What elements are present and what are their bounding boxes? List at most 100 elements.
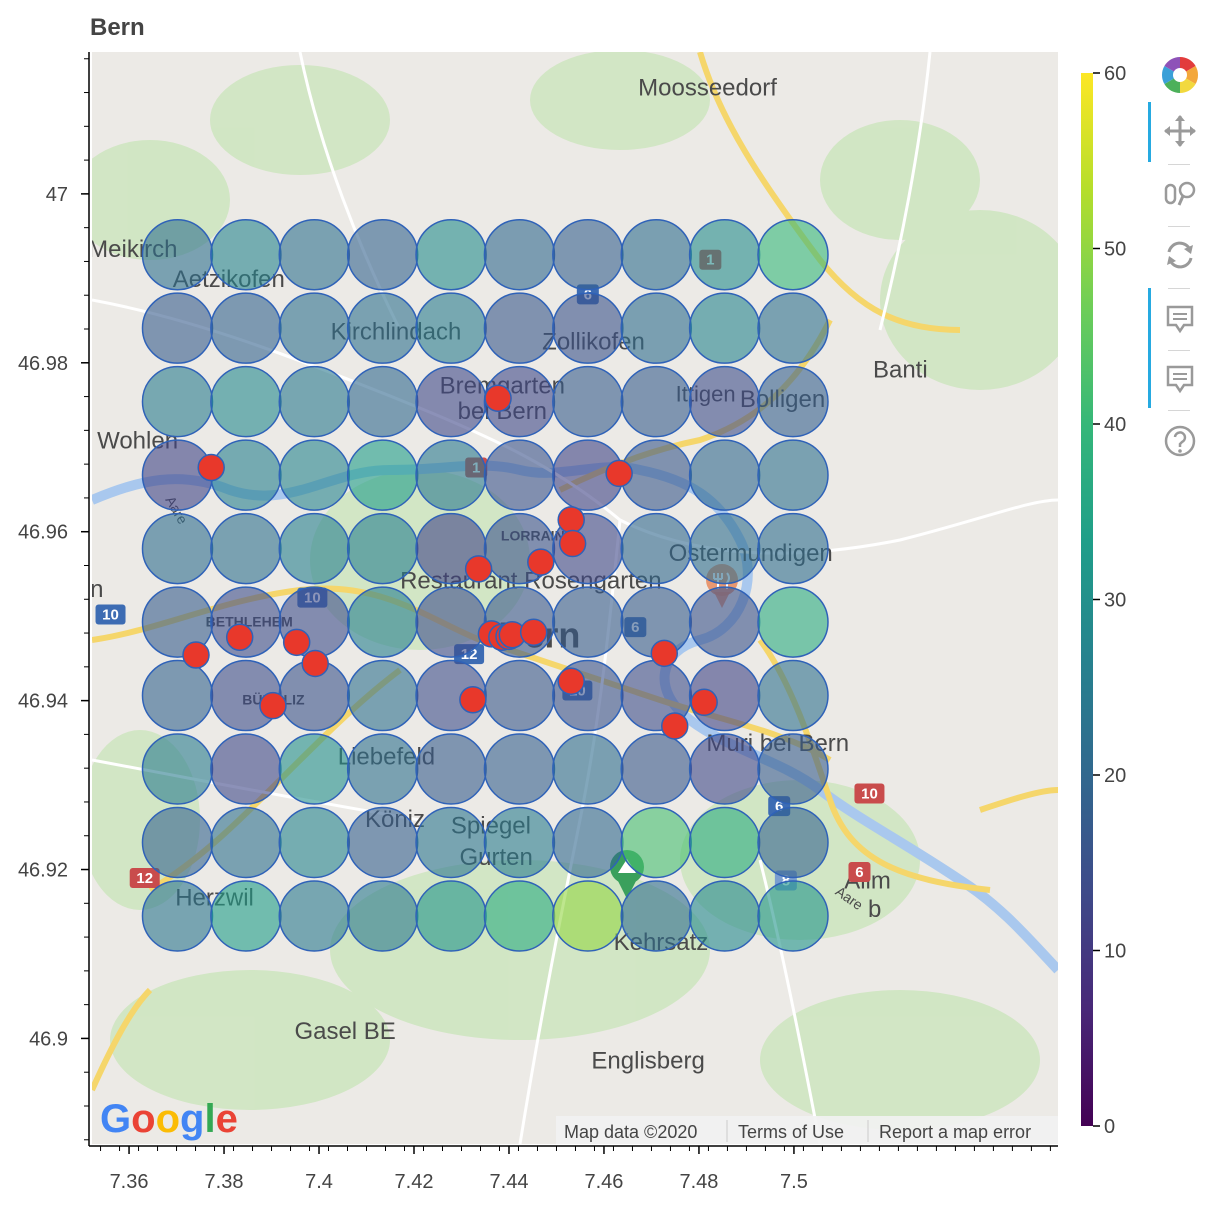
grid-circle[interactable] xyxy=(278,512,351,585)
grid-circle[interactable] xyxy=(688,733,761,805)
grid-circle[interactable] xyxy=(688,512,761,585)
grid-circle[interactable] xyxy=(141,365,214,438)
location-point[interactable] xyxy=(225,623,254,652)
grid-circle[interactable] xyxy=(757,806,829,879)
location-point[interactable] xyxy=(301,649,329,678)
grid-circle[interactable] xyxy=(141,880,214,952)
grid-circle[interactable] xyxy=(757,218,829,291)
grid-circle[interactable] xyxy=(757,659,829,732)
grid-circle[interactable] xyxy=(483,218,556,291)
grid-circle[interactable] xyxy=(210,218,282,291)
grid-circle[interactable] xyxy=(620,365,692,438)
grid-circle[interactable] xyxy=(688,365,761,438)
grid-circle[interactable] xyxy=(483,439,556,511)
location-point[interactable] xyxy=(527,548,555,576)
location-point[interactable] xyxy=(557,506,585,534)
terms-of-use-link[interactable]: Terms of Use xyxy=(738,1122,844,1142)
grid-circle[interactable] xyxy=(483,292,556,364)
location-point[interactable] xyxy=(660,712,689,740)
grid-circle[interactable] xyxy=(552,292,624,364)
grid-circle[interactable] xyxy=(483,880,556,952)
location-point[interactable] xyxy=(182,641,210,669)
grid-circle[interactable] xyxy=(210,365,282,438)
location-point[interactable] xyxy=(484,384,512,413)
grid-circle[interactable] xyxy=(483,733,556,805)
grid-circle[interactable] xyxy=(688,439,761,511)
location-point[interactable] xyxy=(197,453,225,482)
location-point[interactable] xyxy=(557,667,585,695)
location-point[interactable] xyxy=(459,686,487,714)
grid-circle[interactable] xyxy=(552,586,624,658)
map-background[interactable]: MoosseedorfMeikirchAetzikofenKirchlindac… xyxy=(70,50,1080,1144)
grid-circle[interactable] xyxy=(552,880,624,952)
grid-circle[interactable] xyxy=(141,292,214,364)
grid-circle[interactable] xyxy=(757,512,829,585)
location-point[interactable] xyxy=(464,555,493,583)
grid-circle[interactable] xyxy=(415,586,487,658)
location-point[interactable] xyxy=(650,639,679,668)
grid-circle[interactable] xyxy=(346,512,419,585)
grid-circle[interactable] xyxy=(757,733,829,805)
grid-circle[interactable] xyxy=(552,218,624,291)
grid-circle[interactable] xyxy=(688,806,761,879)
bokeh-logo-icon[interactable] xyxy=(1146,50,1214,100)
grid-circle[interactable] xyxy=(483,806,556,879)
grid-circle[interactable] xyxy=(278,880,351,952)
grid-circle[interactable] xyxy=(346,292,419,364)
grid-circle[interactable] xyxy=(415,292,487,364)
grid-circle[interactable] xyxy=(415,218,487,291)
grid-circle[interactable] xyxy=(278,292,351,364)
grid-circle[interactable] xyxy=(415,365,487,438)
grid-circle[interactable] xyxy=(552,806,624,879)
grid-circle[interactable] xyxy=(141,512,214,585)
grid-circle[interactable] xyxy=(415,439,487,511)
grid-circle[interactable] xyxy=(552,733,624,805)
pan-tool-icon[interactable] xyxy=(1146,106,1214,156)
grid-circle[interactable] xyxy=(278,733,351,805)
grid-circle[interactable] xyxy=(210,880,282,952)
grid-circle[interactable] xyxy=(141,733,214,805)
location-point[interactable] xyxy=(282,628,311,657)
grid-circle[interactable] xyxy=(141,806,214,879)
grid-circle[interactable] xyxy=(210,292,282,364)
grid-circles[interactable] xyxy=(141,218,829,952)
grid-circle[interactable] xyxy=(346,439,419,511)
grid-circle[interactable] xyxy=(210,806,282,879)
hover-tool-2-icon[interactable] xyxy=(1146,354,1214,404)
grid-circle[interactable] xyxy=(552,365,624,438)
location-point[interactable] xyxy=(519,618,548,646)
grid-circle[interactable] xyxy=(278,439,351,511)
grid-circle[interactable] xyxy=(688,292,761,364)
grid-circle[interactable] xyxy=(346,218,419,291)
location-point[interactable] xyxy=(690,688,718,717)
grid-circle[interactable] xyxy=(620,218,692,291)
grid-circle[interactable] xyxy=(415,733,487,805)
grid-circle[interactable] xyxy=(483,659,556,732)
wheel-zoom-tool-icon[interactable] xyxy=(1146,168,1214,218)
grid-circle[interactable] xyxy=(346,586,419,658)
grid-circle[interactable] xyxy=(757,292,829,364)
grid-circle[interactable] xyxy=(688,218,761,291)
grid-circle[interactable] xyxy=(620,292,692,364)
location-point[interactable] xyxy=(605,459,633,488)
location-point[interactable] xyxy=(259,691,287,720)
grid-circle[interactable] xyxy=(346,806,419,879)
grid-circle[interactable] xyxy=(210,512,282,585)
grid-circle[interactable] xyxy=(415,880,487,952)
grid-circle[interactable] xyxy=(278,218,351,291)
hover-tool-icon[interactable] xyxy=(1146,294,1214,344)
grid-circle[interactable] xyxy=(757,586,829,658)
reset-tool-icon[interactable] xyxy=(1146,230,1214,280)
grid-circle[interactable] xyxy=(346,733,419,805)
grid-circle[interactable] xyxy=(278,806,351,879)
grid-circle[interactable] xyxy=(210,733,282,805)
report-map-error-link[interactable]: Report a map error xyxy=(879,1122,1031,1142)
grid-circle[interactable] xyxy=(141,659,214,732)
grid-circle[interactable] xyxy=(278,365,351,438)
grid-circle[interactable] xyxy=(620,806,692,879)
grid-circle[interactable] xyxy=(141,218,214,291)
help-tool-icon[interactable] xyxy=(1146,416,1214,466)
location-point[interactable] xyxy=(558,529,587,558)
grid-circle[interactable] xyxy=(688,586,761,658)
